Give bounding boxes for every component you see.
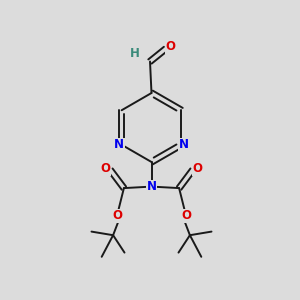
Text: H: H [130,46,139,60]
Text: O: O [100,162,111,175]
Text: N: N [114,138,124,151]
Text: O: O [165,40,176,53]
Text: N: N [146,180,157,193]
Text: O: O [112,209,122,222]
Text: O: O [181,209,191,222]
Text: O: O [192,162,203,175]
Text: N: N [179,138,189,151]
